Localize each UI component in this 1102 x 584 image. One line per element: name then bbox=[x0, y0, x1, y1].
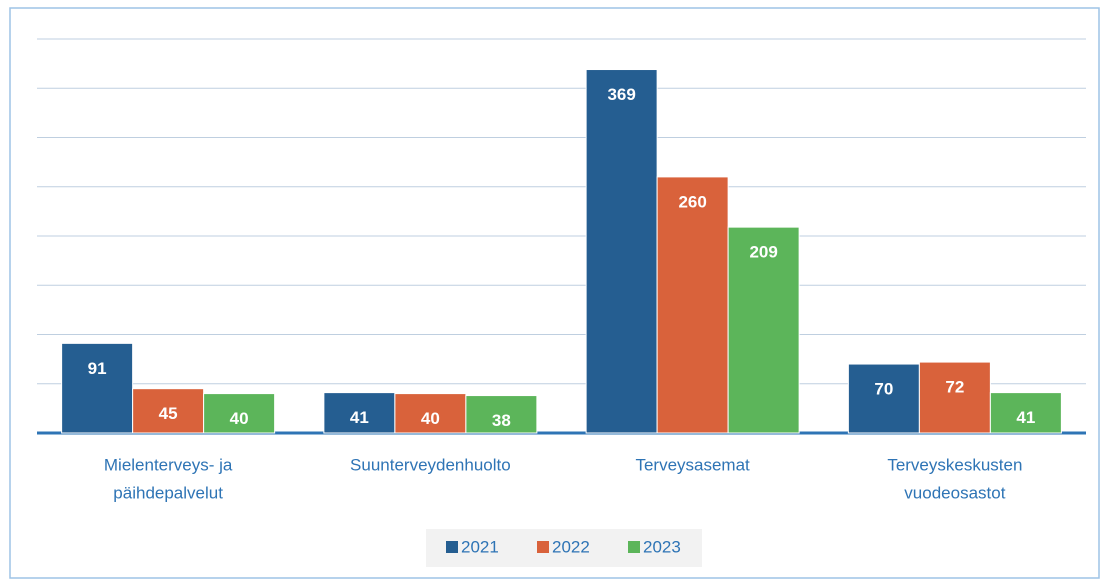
bar bbox=[918, 361, 991, 434]
data-label: 70 bbox=[874, 380, 893, 399]
bar bbox=[656, 176, 729, 434]
data-label: 40 bbox=[230, 409, 249, 428]
data-label: 40 bbox=[421, 409, 440, 428]
bar bbox=[585, 69, 658, 434]
legend-box bbox=[426, 529, 702, 567]
data-label: 38 bbox=[492, 411, 511, 430]
data-label: 41 bbox=[1016, 408, 1035, 427]
data-label: 91 bbox=[88, 359, 107, 378]
legend-label: 2022 bbox=[552, 537, 590, 556]
x-tick-label: Suunterveydenhuolto bbox=[350, 455, 511, 474]
bar bbox=[394, 393, 467, 434]
bar bbox=[203, 393, 276, 434]
bar bbox=[727, 226, 800, 434]
legend-swatch bbox=[446, 541, 458, 553]
data-label: 72 bbox=[945, 378, 964, 397]
data-label: 260 bbox=[678, 192, 706, 211]
bar bbox=[465, 395, 538, 434]
chart-border bbox=[9, 7, 1100, 579]
x-tick-label: Terveysasemat bbox=[635, 455, 750, 474]
legend-label: 2021 bbox=[461, 537, 499, 556]
bar bbox=[132, 388, 205, 434]
x-tick-label: vuodeosastot bbox=[904, 483, 1005, 502]
legend-label: 2023 bbox=[643, 537, 681, 556]
x-tick-label: Terveyskeskusten bbox=[887, 455, 1022, 474]
legend-swatch bbox=[628, 541, 640, 553]
data-label: 209 bbox=[749, 243, 777, 262]
bar bbox=[61, 342, 134, 434]
data-label: 45 bbox=[159, 404, 178, 423]
data-label: 369 bbox=[607, 85, 635, 104]
data-label: 41 bbox=[350, 408, 369, 427]
legend-swatch bbox=[537, 541, 549, 553]
bar bbox=[989, 392, 1062, 434]
bar bbox=[323, 392, 396, 434]
x-tick-label: Mielenterveys- ja bbox=[104, 455, 233, 474]
x-tick-label: päihdepalvelut bbox=[113, 483, 223, 502]
